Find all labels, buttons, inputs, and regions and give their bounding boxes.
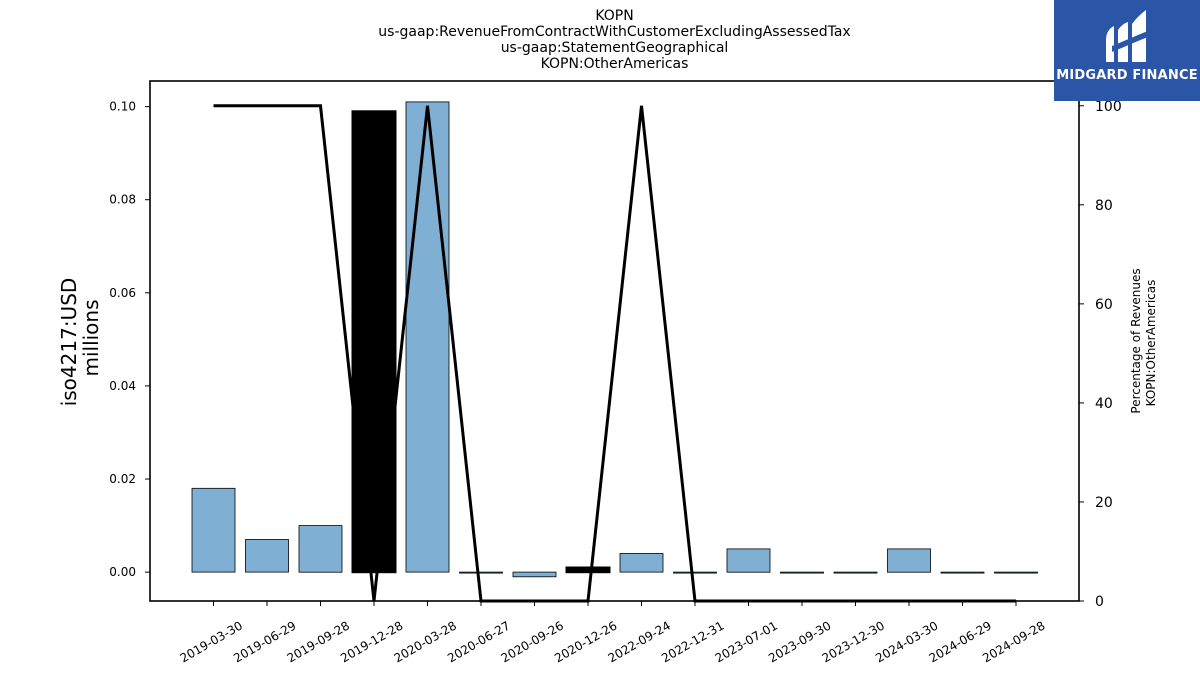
bar-2020-09-26: [512, 571, 557, 578]
bar-2024-06-29: [940, 571, 985, 574]
chart-title-line-3: us-gaap:StatementGeographical: [500, 40, 729, 56]
y2-tick-label: 20: [1095, 495, 1113, 511]
y-tick-label: 0.10: [109, 100, 136, 114]
bar-2019-06-29: [245, 539, 289, 573]
y-tick-label: 0.06: [109, 286, 136, 300]
bar-2019-09-28: [298, 525, 343, 573]
y2-axis-label-line-2: KOPN:OtherAmericas: [1144, 280, 1158, 407]
bar-2019-03-30: [191, 487, 236, 573]
y-tick-label: 0.00: [109, 565, 136, 579]
chart-title-line-4: KOPN:OtherAmericas: [540, 56, 689, 72]
y2-tick-label: 60: [1095, 297, 1113, 313]
bar-2020-06-27: [459, 571, 503, 574]
y2-tick-label: 40: [1095, 396, 1113, 412]
y2-tick-label: 80: [1095, 198, 1113, 214]
midgard-logo-icon: [1106, 10, 1150, 62]
bar-2023-09-30: [780, 571, 824, 574]
y2-tick-label: 100: [1095, 99, 1122, 115]
logo-text: MIDGARD FINANCE: [1056, 68, 1198, 83]
bar-2023-07-01: [726, 548, 771, 573]
y-tick-label: 0.02: [109, 472, 136, 486]
chart-title-line-2: us-gaap:RevenueFromContractWithCustomerE…: [378, 24, 851, 40]
bar-2024-09-28: [994, 571, 1038, 574]
bar-2022-09-24: [619, 553, 664, 573]
bar-2019-12-28: [351, 110, 397, 574]
y-tick-label: 0.04: [109, 379, 136, 393]
y-axis-label-line-2: millions: [79, 299, 103, 376]
y-tick-label: 0.08: [109, 193, 136, 207]
bar-2020-03-28: [405, 101, 450, 573]
bar-2023-12-30: [833, 571, 878, 574]
chart-title-line-1: KOPN: [595, 8, 634, 24]
y2-tick-label: 0: [1095, 594, 1104, 610]
bar-2024-03-30: [887, 548, 931, 573]
y-axis-label-line-1: iso4217:USD: [57, 278, 81, 407]
plot-frame: [149, 80, 1080, 602]
bar-2020-12-26: [565, 566, 611, 574]
midgard-finance-logo: MIDGARD FINANCE: [1054, 0, 1200, 101]
y2-axis-label-line-1: Percentage of Revenues: [1129, 268, 1143, 413]
bar-2022-12-31: [673, 571, 717, 574]
